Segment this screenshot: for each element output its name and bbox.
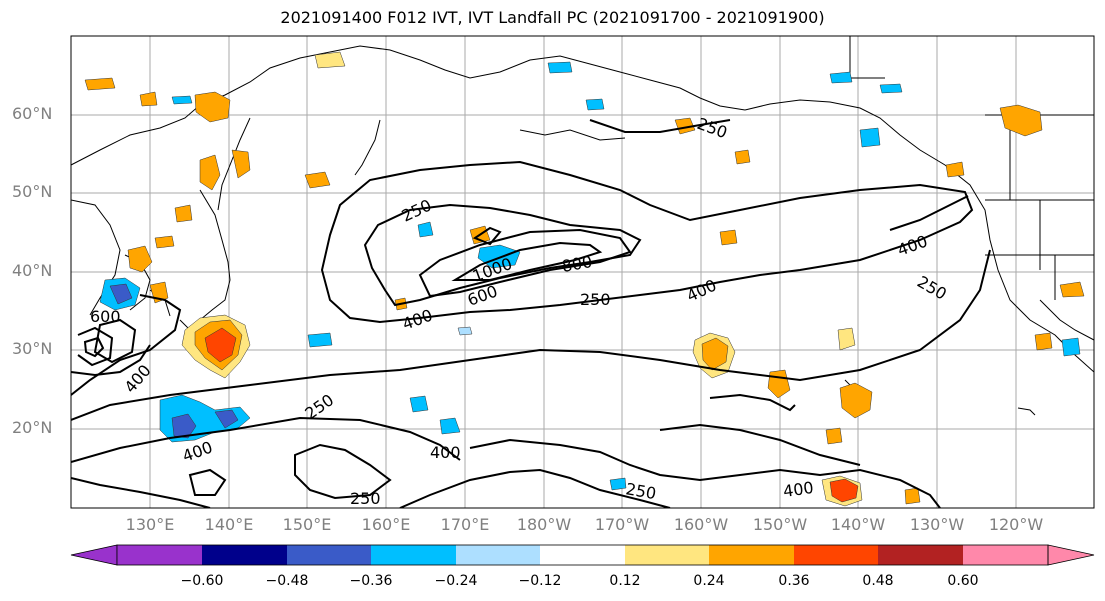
- lon-label: 130°W: [909, 515, 965, 534]
- colorbar-bin: [625, 545, 709, 565]
- lon-label: 130°E: [125, 515, 175, 534]
- lon-label: 170°E: [440, 515, 490, 534]
- colorbar-tick: −0.24: [434, 573, 478, 589]
- lon-label: 140°E: [204, 515, 254, 534]
- lon-label: 170°W: [594, 515, 650, 534]
- lat-label: 30°N: [12, 339, 53, 358]
- colorbar-tick: −0.48: [265, 573, 309, 589]
- colorbar-bin: [963, 545, 1048, 565]
- colorbar-bin: [794, 545, 878, 565]
- lon-label: 160°E: [361, 515, 411, 534]
- lat-label: 40°N: [12, 261, 53, 280]
- map-frame: [70, 35, 1095, 509]
- colorbar-bin: [287, 545, 371, 565]
- colorbar-bin: [371, 545, 456, 565]
- colorbar-tick: −0.12: [518, 573, 562, 589]
- colorbar-bin: [540, 545, 625, 565]
- colorbar-bin: [117, 545, 202, 565]
- colorbar-tick: 0.24: [693, 573, 725, 589]
- contour-label: 600: [90, 307, 121, 326]
- ivt-contours: [71, 119, 991, 508]
- colorbar-tick: 0.48: [862, 573, 894, 589]
- colorbar-extend-low: [70, 544, 118, 566]
- contour-label: 400: [430, 443, 461, 462]
- colorbar-tick: 0.12: [609, 573, 641, 589]
- positive-anomaly-fills: [84, 51, 1085, 507]
- colorbar-tick: 0.36: [778, 573, 810, 589]
- colorbar-tick: −0.60: [180, 573, 224, 589]
- negative-anomaly-fills: [99, 61, 1081, 491]
- lon-label: 150°W: [752, 515, 808, 534]
- colorbar-bin: [878, 545, 963, 565]
- colorbar-tick: 0.60: [947, 573, 979, 589]
- lat-label: 50°N: [12, 182, 53, 201]
- colorbar-tick: −0.36: [349, 573, 393, 589]
- lon-label: 120°W: [988, 515, 1044, 534]
- map-title: 2021091400 F012 IVT, IVT Landfall PC (20…: [280, 8, 825, 27]
- contour-label: 400: [782, 478, 815, 501]
- contour-label: 250: [350, 489, 381, 508]
- colorbar-extend-high: [1047, 544, 1095, 566]
- lon-label: 160°W: [673, 515, 729, 534]
- colorbar-bin: [709, 545, 794, 565]
- lat-label: 20°N: [12, 418, 53, 437]
- lon-label: 140°W: [830, 515, 886, 534]
- colorbar-frame: [116, 544, 1049, 566]
- lon-label: 180°W: [516, 515, 572, 534]
- contour-label: 250: [580, 290, 611, 309]
- lon-label: 150°E: [282, 515, 332, 534]
- colorbar-bin: [456, 545, 540, 565]
- colorbar: [70, 544, 1095, 566]
- lat-label: 60°N: [12, 104, 53, 123]
- colorbar-bin: [202, 545, 287, 565]
